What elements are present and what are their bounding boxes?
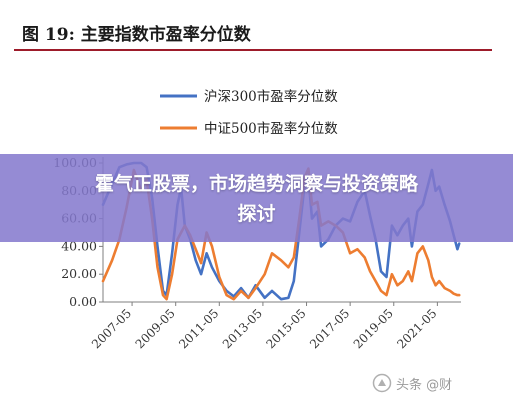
x-tick-label: 2011-05 — [176, 306, 221, 351]
x-tick-label: 2007-05 — [89, 306, 134, 351]
watermark-text: 头条 @财 — [396, 377, 453, 393]
legend-label: 沪深300市盈率分位数 — [204, 88, 338, 105]
overlay-headline-continued: 探讨 — [237, 203, 276, 225]
watermark-logo-icon — [372, 373, 392, 393]
x-tick-label: 2013-05 — [220, 306, 265, 351]
x-tick-label: 2019-05 — [351, 306, 396, 351]
y-tick-label: 0.00 — [69, 294, 97, 309]
title-overlay-banner: 霍气正股票，市场趋势洞察与投资策略 探讨 — [0, 154, 513, 242]
overlay-headline: 霍气正股票，市场趋势洞察与投资策略 — [94, 173, 418, 195]
figure-title: 图 19: 主要指数市盈率分位数 — [22, 25, 251, 45]
x-tick-label: 2021-05 — [394, 306, 439, 351]
x-tick-label: 2009-05 — [133, 306, 178, 351]
x-tick-label: 2015-05 — [263, 306, 308, 351]
header-rule — [14, 49, 492, 51]
watermark: 头条 @财 — [372, 372, 452, 394]
x-tick-label: 2017-05 — [307, 306, 352, 351]
y-tick-label: 40.00 — [61, 238, 97, 253]
y-tick-label: 20.00 — [61, 266, 97, 281]
figure-header: 图 19: 主要指数市盈率分位数 — [0, 0, 513, 52]
legend-label: 中证500市盈率分位数 — [204, 120, 338, 137]
